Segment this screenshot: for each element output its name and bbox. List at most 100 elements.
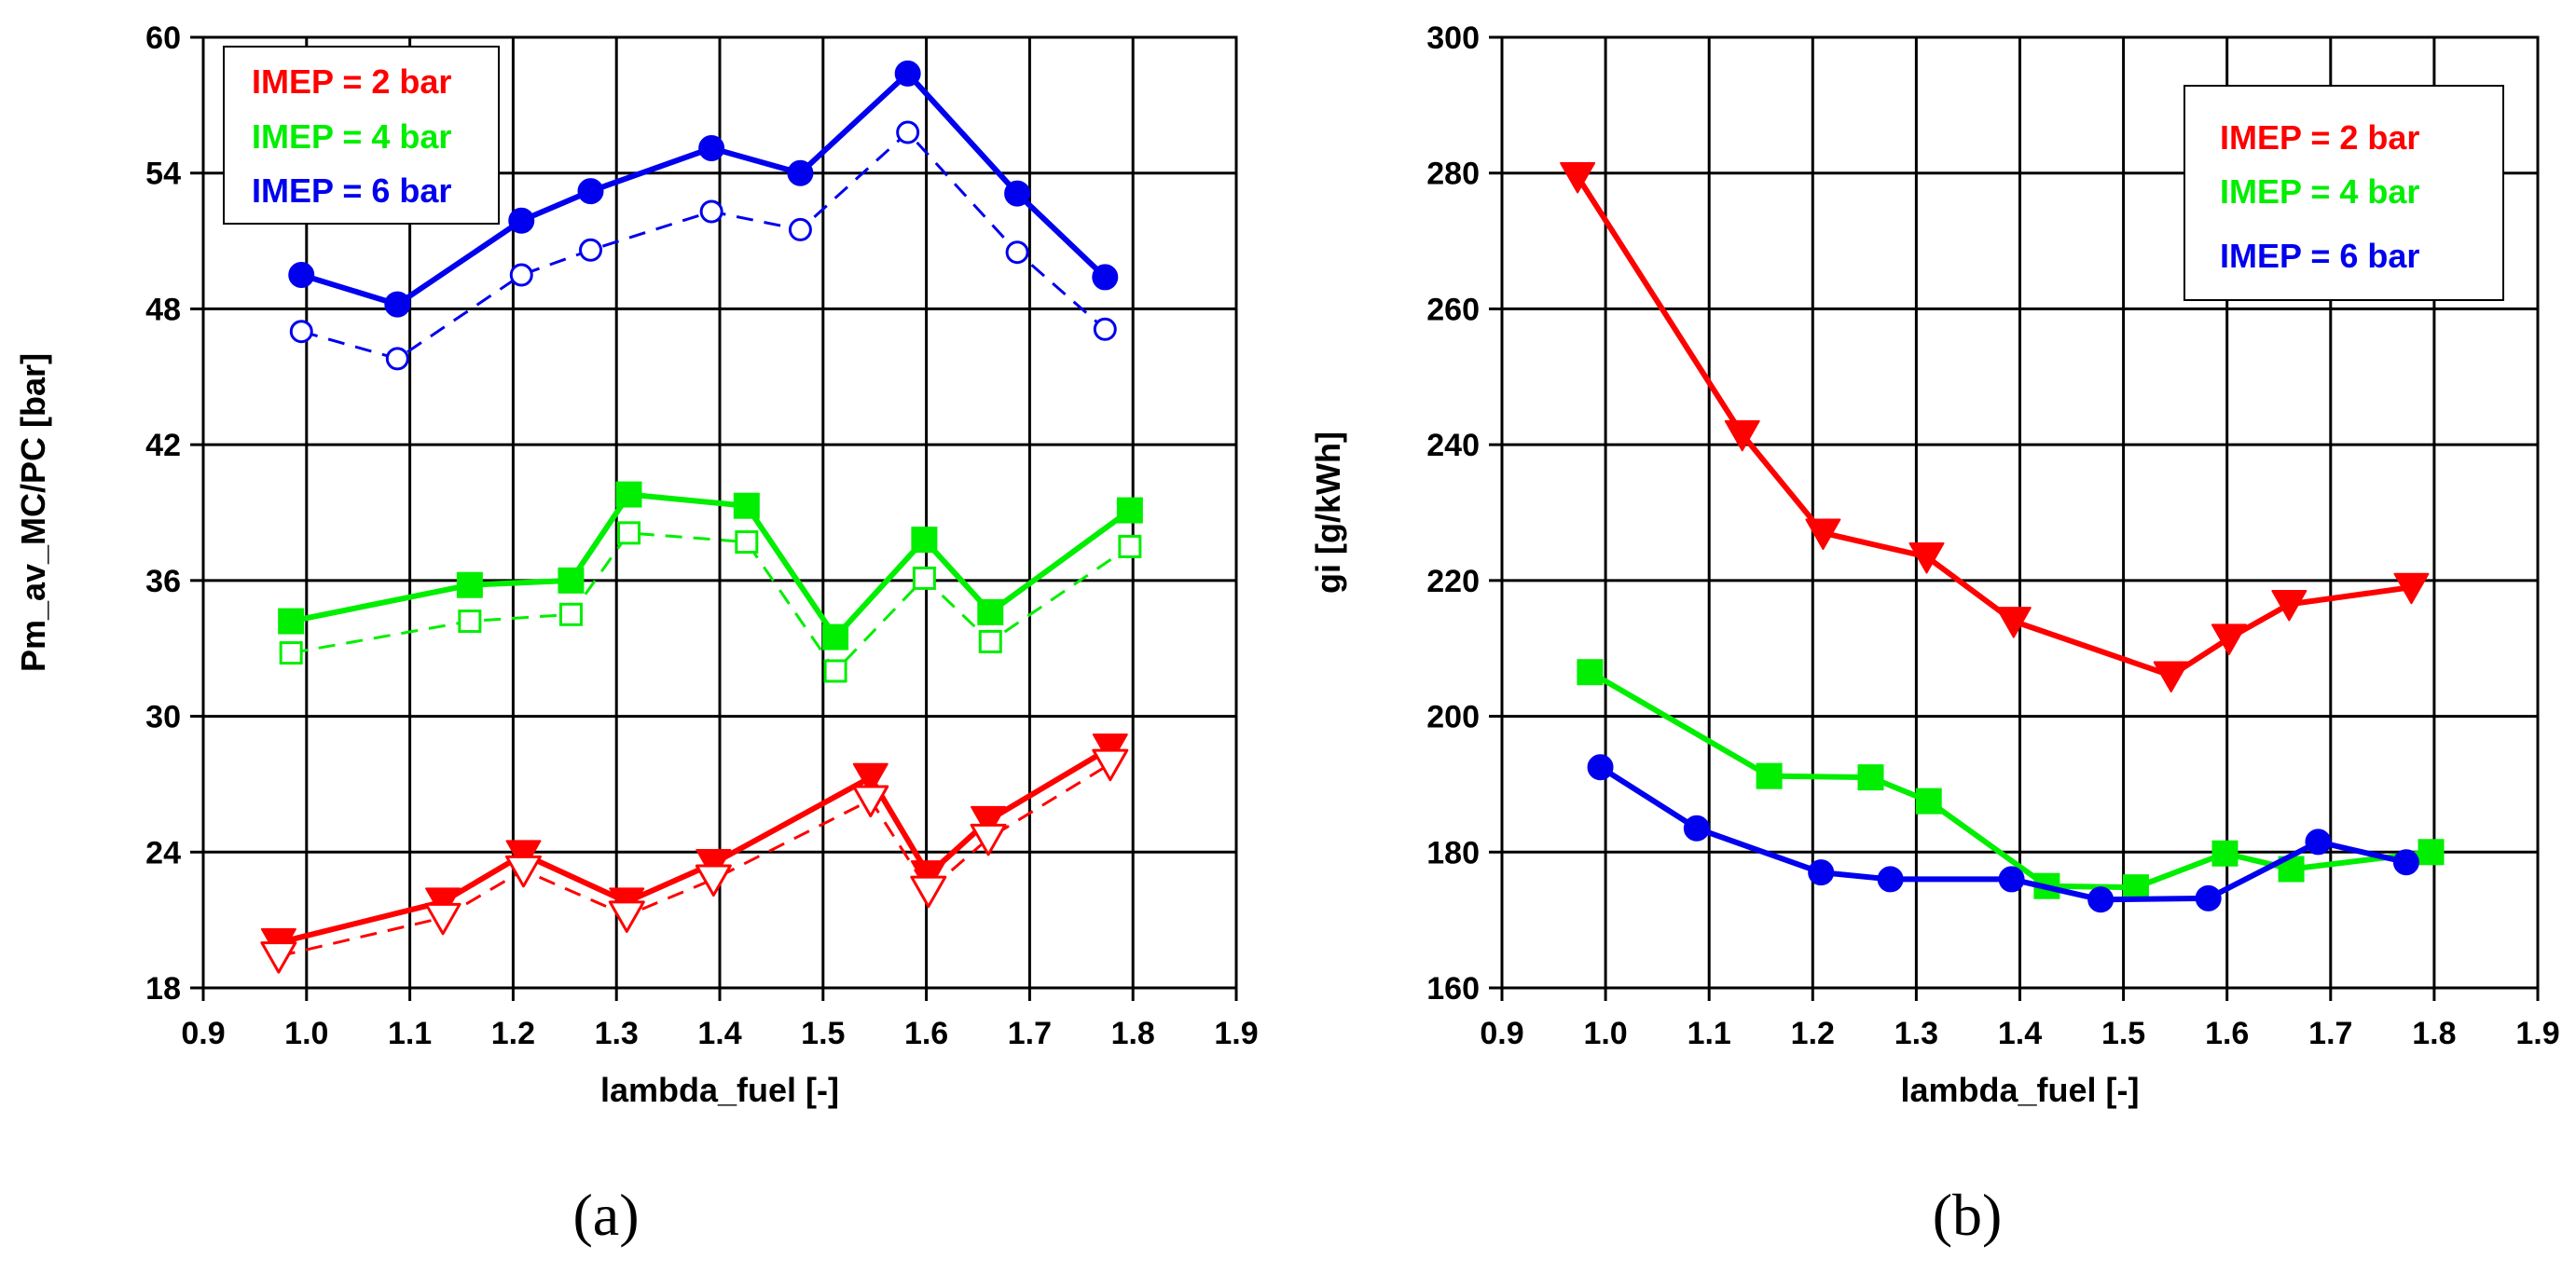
data-point-circle bbox=[508, 207, 535, 234]
data-point-square bbox=[735, 530, 759, 555]
data-point-triangle bbox=[2211, 623, 2247, 655]
x-tick-label: 1.1 bbox=[388, 1016, 432, 1051]
series-line-imep-4-bar-dashed bbox=[290, 531, 1131, 673]
y-tick-label: 220 bbox=[1426, 564, 1480, 599]
data-point-circle bbox=[289, 320, 313, 344]
data-point-circle bbox=[1005, 240, 1029, 265]
y-tick-label: 160 bbox=[1426, 971, 1480, 1007]
y-tick-label: 60 bbox=[145, 21, 181, 56]
data-point-square bbox=[456, 571, 483, 598]
data-point-circle bbox=[1093, 317, 1117, 341]
data-point-circle bbox=[2087, 886, 2115, 913]
data-point-circle bbox=[2195, 884, 2222, 911]
data-point-square bbox=[558, 602, 583, 626]
data-point-triangle bbox=[2393, 572, 2430, 605]
x-tick-label: 1.0 bbox=[1583, 1016, 1627, 1051]
x-tick-label: 1.5 bbox=[2101, 1016, 2145, 1051]
x-tick-label: 1.3 bbox=[595, 1016, 639, 1051]
x-axis-title: lambda_fuel [-] bbox=[1900, 1071, 2139, 1109]
data-point-circle bbox=[384, 291, 411, 318]
legend-entry: IMEP = 4 bar bbox=[2220, 172, 2419, 211]
data-point-circle bbox=[699, 199, 723, 224]
y-tick-label: 30 bbox=[145, 700, 181, 735]
data-point-circle bbox=[1998, 866, 2025, 893]
data-point-circle bbox=[1683, 815, 1710, 842]
data-point-square bbox=[1915, 788, 1942, 815]
data-point-square bbox=[823, 659, 847, 683]
data-point-triangle bbox=[971, 805, 1007, 838]
data-point-square bbox=[1116, 497, 1143, 524]
data-point-triangle bbox=[504, 855, 542, 888]
panel-b: 0.9 1.0 1.1 1.2 1.3 1.4 1.5 1.6 1.7 1.8 1.9 160 180 2… bbox=[1309, 21, 2560, 1248]
data-point-circle bbox=[698, 135, 725, 161]
data-point-circle bbox=[2392, 849, 2419, 876]
x-tick-label: 1.4 bbox=[1998, 1016, 2042, 1051]
legend-entry: IMEP = 2 bar bbox=[252, 62, 451, 101]
data-point-square bbox=[458, 610, 482, 634]
data-point-square bbox=[2122, 874, 2149, 901]
x-tick-label: 1.8 bbox=[1111, 1016, 1155, 1051]
data-point-circle bbox=[1877, 866, 1904, 893]
data-point-triangle bbox=[1560, 161, 1596, 194]
data-point-circle bbox=[579, 238, 602, 262]
legend-entry: IMEP = 6 bar bbox=[252, 171, 451, 210]
y-tick-label: 18 bbox=[145, 971, 181, 1007]
x-tick-label: 1.6 bbox=[2205, 1016, 2249, 1051]
series-line-imep-2-bar-dashed bbox=[278, 762, 1111, 958]
y-tick-label: 200 bbox=[1426, 700, 1480, 735]
y-tick-label: 280 bbox=[1426, 157, 1480, 192]
legend-entry: IMEP = 6 bar bbox=[2220, 237, 2419, 275]
data-point-triangle bbox=[1724, 419, 1760, 452]
data-point-square bbox=[1857, 764, 1884, 791]
data-point-triangle bbox=[2271, 589, 2307, 622]
data-point-triangle bbox=[1995, 607, 2032, 638]
x-tick-label: 0.9 bbox=[181, 1016, 225, 1051]
data-point-square bbox=[1577, 659, 1604, 686]
x-tick-label: 1.9 bbox=[2515, 1016, 2559, 1051]
data-point-circle bbox=[1587, 754, 1614, 781]
data-point-square bbox=[911, 527, 938, 554]
data-point-triangle bbox=[1908, 541, 1945, 574]
x-tick-label: 1.2 bbox=[1791, 1016, 1835, 1051]
data-point-circle bbox=[1004, 180, 1031, 207]
panel-label: (b) bbox=[1933, 1182, 2003, 1248]
data-point-triangle bbox=[608, 900, 645, 933]
y-tick-label: 42 bbox=[145, 428, 181, 463]
x-tick-label: 1.6 bbox=[904, 1016, 948, 1051]
data-point-circle bbox=[894, 60, 921, 87]
data-point-square bbox=[733, 492, 760, 519]
data-point-square bbox=[912, 566, 936, 590]
x-tick-label: 1.7 bbox=[2308, 1016, 2352, 1051]
data-point-circle bbox=[896, 120, 920, 144]
x-tick-label: 1.9 bbox=[1214, 1016, 1258, 1051]
y-tick-label: 260 bbox=[1426, 292, 1480, 327]
data-point-square bbox=[1756, 762, 1783, 789]
data-point-triangle bbox=[1092, 748, 1129, 782]
x-tick-label: 1.3 bbox=[1894, 1016, 1938, 1051]
data-point-square bbox=[977, 598, 1004, 625]
legend-box bbox=[223, 46, 500, 225]
data-point-circle bbox=[385, 347, 409, 371]
legend-entry: IMEP = 4 bar bbox=[252, 117, 451, 156]
data-point-square bbox=[978, 629, 1002, 653]
data-point-square bbox=[2418, 839, 2445, 866]
data-point-triangle bbox=[910, 875, 947, 909]
data-point-circle bbox=[509, 263, 533, 287]
panel-a: 0.9 1.0 1.1 1.2 1.3 1.4 1.5 1.6 1.7 1.8 1.9 18 24 30 3… bbox=[14, 21, 1259, 1248]
data-point-circle bbox=[1092, 264, 1119, 291]
x-tick-label: 1.1 bbox=[1687, 1016, 1731, 1051]
data-point-circle bbox=[1808, 859, 1835, 886]
data-point-square bbox=[558, 567, 585, 594]
data-point-circle bbox=[577, 178, 604, 205]
data-point-circle bbox=[788, 217, 812, 241]
data-point-square bbox=[278, 608, 305, 635]
x-axis-title: lambda_fuel [-] bbox=[600, 1071, 839, 1109]
data-point-triangle bbox=[695, 864, 732, 897]
data-point-square bbox=[1118, 534, 1142, 558]
data-point-triangle bbox=[852, 785, 889, 818]
y-tick-label: 180 bbox=[1426, 835, 1480, 870]
x-tick-label: 1.4 bbox=[697, 1016, 741, 1051]
x-tick-label: 1.5 bbox=[801, 1016, 845, 1051]
x-tick-label: 1.2 bbox=[491, 1016, 535, 1051]
